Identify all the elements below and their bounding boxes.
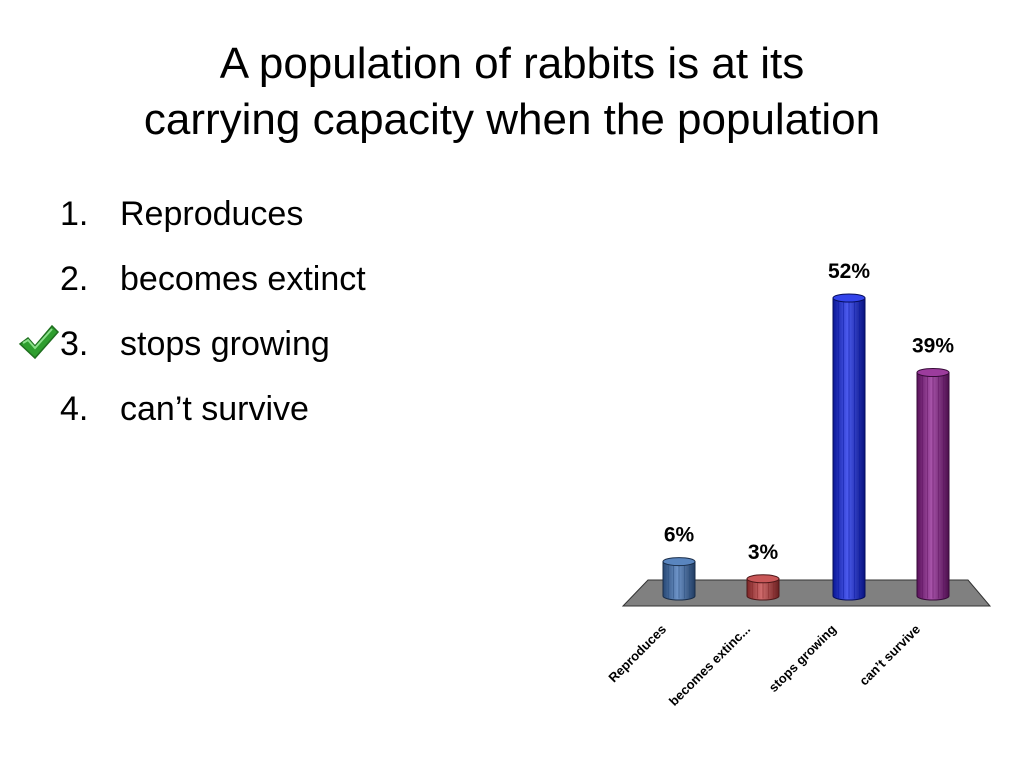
- value-label-1: 6%: [664, 524, 695, 547]
- answer-number: 3.: [60, 325, 89, 363]
- value-label-3: 52%: [828, 260, 870, 283]
- category-label-2: becomes extinc...: [666, 622, 753, 709]
- answer-text: Reproduces: [120, 195, 304, 233]
- title-line-2: carrying capacity when the population: [143, 95, 881, 144]
- check-mark-icon: [18, 324, 60, 360]
- answer-text: stops growing: [120, 325, 330, 363]
- bar-4: [916, 368, 950, 601]
- category-label-1: Reproduces: [605, 622, 669, 686]
- category-label-3: stops growing: [766, 621, 839, 694]
- value-label-2: 3%: [748, 541, 779, 564]
- answer-number: 2.: [60, 260, 89, 298]
- answer-text: can’t survive: [120, 390, 309, 428]
- answer-number: 1.: [60, 195, 89, 233]
- slide-title: A population of rabbits is at its carryi…: [0, 36, 1024, 148]
- category-label-4: can’t survive: [856, 622, 923, 689]
- bar-3: [832, 293, 866, 601]
- title-line-1: A population of rabbits is at its: [219, 39, 805, 88]
- bar-1: [662, 557, 696, 601]
- answer-text: becomes extinct: [120, 260, 366, 298]
- value-label-4: 39%: [912, 335, 954, 358]
- answer-number: 4.: [60, 390, 89, 428]
- bar-2: [746, 574, 780, 601]
